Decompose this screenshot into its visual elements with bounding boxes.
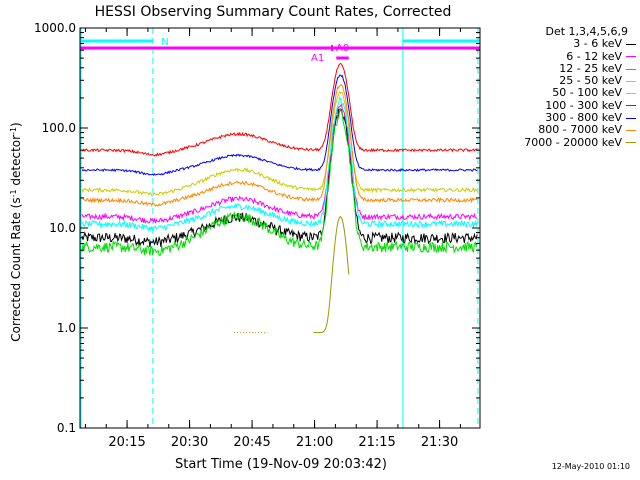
x-tick-label: 21:00 [296, 435, 333, 450]
legend-entry: 7000 - 20000 keV [480, 135, 636, 149]
series-line [81, 103, 478, 225]
legend-entry: 300 - 800 keV [480, 111, 636, 125]
legend-label: 3 - 6 keV [573, 37, 622, 51]
legend-label: 50 - 100 keV [552, 86, 622, 100]
x-tick-label: 21:30 [421, 435, 458, 450]
x-axis-label: Start Time (19-Nov-09 20:03:42) [175, 457, 387, 472]
series-line [81, 90, 478, 197]
legend: Det 1,3,4,5,6,9 3 - 6 keV 6 - 12 keV 12 - … [480, 25, 636, 149]
series-line [313, 215, 350, 334]
x-tick-label: 20:30 [171, 435, 208, 450]
legend-swatch [626, 56, 636, 58]
series-line [81, 62, 478, 157]
night-label: N [161, 37, 168, 48]
legend-label: 12 - 25 keV [559, 61, 622, 75]
legend-label: 100 - 300 keV [545, 98, 622, 112]
legend-swatch [626, 117, 636, 119]
legend-entry: 12 - 25 keV [480, 61, 636, 75]
attenuator-a0-label: A0 [336, 43, 349, 54]
y-axis-label: Corrected Count Rate (s-1 detector-1) [9, 122, 23, 341]
series-line [81, 74, 478, 177]
x-tick-label: 20:45 [233, 435, 270, 450]
y-tick-label: 100.0 [42, 121, 76, 135]
x-tick-label: 21:15 [358, 435, 395, 450]
attenuator-a1-label: A1 [311, 53, 324, 64]
series-line [81, 108, 478, 257]
annotations: N A0 A1 [161, 37, 349, 64]
legend-entry: 800 - 7000 keV [480, 124, 636, 136]
generation-timestamp: 12-May-2010 01:10 [551, 462, 630, 471]
legend-label: 6 - 12 keV [566, 49, 622, 63]
y-tick-label: 1.0 [57, 321, 76, 335]
legend-entry: 100 - 300 keV [480, 98, 636, 112]
legend-swatch [626, 80, 636, 82]
legend-entry: 50 - 100 keV [480, 87, 636, 99]
legend-entry: 6 - 12 keV [480, 49, 636, 63]
x-axis: 20:15 20:30 20:45 21:00 21:15 21:30 [84, 28, 461, 450]
legend-swatch [626, 105, 636, 107]
legend-swatch [626, 68, 636, 70]
legend-entry: 25 - 50 keV [480, 74, 636, 88]
count-rate-series [81, 62, 478, 334]
legend-label: 25 - 50 keV [559, 74, 622, 88]
legend-swatch [626, 93, 636, 95]
y-tick-label: 1000.0 [34, 21, 76, 35]
y-tick-label: 10.0 [49, 221, 76, 235]
chart-title: HESSI Observing Summary Count Rates, Cor… [95, 4, 452, 20]
y-axis: 0.1 1.0 10.0 100.0 1000.0 [34, 21, 480, 435]
legend-label: 300 - 800 keV [545, 111, 622, 125]
y-axis-label-sup2: -1 [9, 127, 18, 135]
legend-label: 800 - 7000 keV [538, 123, 622, 137]
legend-label: 7000 - 20000 keV [524, 135, 622, 149]
legend-entry: 3 - 6 keV [480, 37, 636, 51]
legend-swatch [626, 130, 636, 132]
series-line [81, 108, 478, 248]
series-line [81, 96, 478, 232]
series-line [81, 84, 478, 207]
legend-swatch [626, 43, 636, 45]
x-tick-label: 20:15 [108, 435, 145, 450]
legend-title: Det 1,3,4,5,6,9 [545, 25, 628, 38]
y-tick-label: 0.1 [57, 421, 76, 435]
legend-swatch [626, 142, 636, 144]
